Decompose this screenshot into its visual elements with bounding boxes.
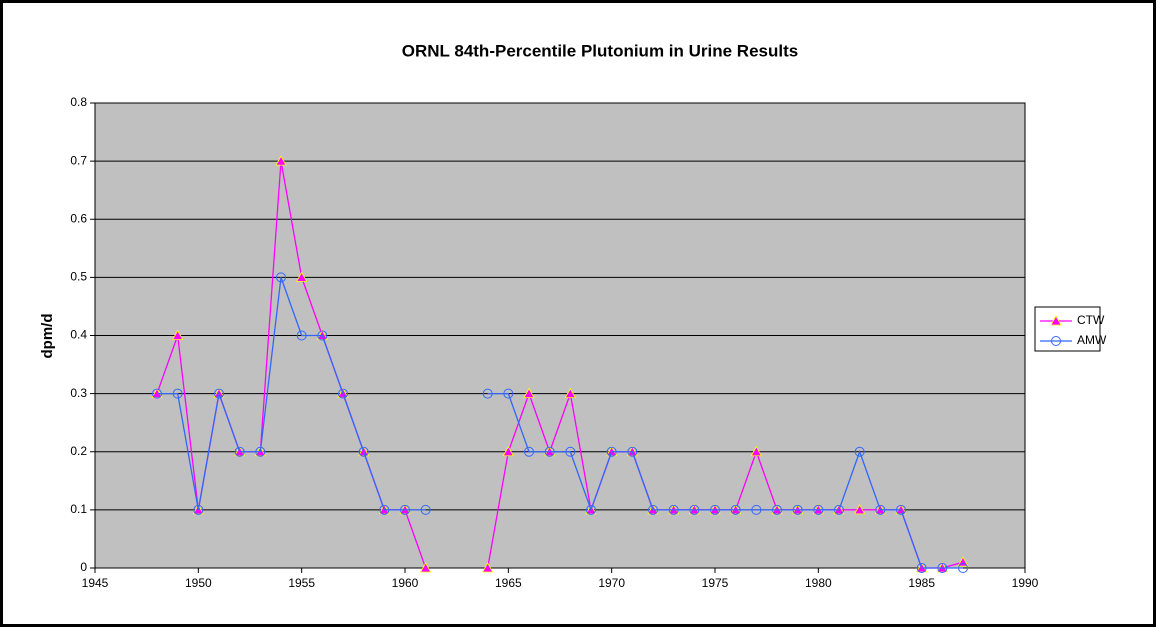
chart-title: ORNL 84th-Percentile Plutonium in Urine …	[402, 41, 798, 60]
point	[648, 504, 658, 515]
y-tick-label: 0.1	[70, 502, 87, 516]
point	[710, 504, 720, 515]
point	[565, 446, 576, 457]
point	[482, 388, 493, 399]
point	[524, 446, 534, 457]
point	[171, 329, 184, 340]
y-tick-label: 0.2	[70, 444, 87, 458]
x-tick-label: 1945	[82, 576, 109, 590]
x-tick-label: 1960	[392, 576, 419, 590]
point	[338, 388, 348, 399]
point	[358, 446, 369, 457]
point	[627, 446, 638, 457]
x-tick-label: 1975	[702, 576, 729, 590]
y-tick-label: 0.7	[70, 153, 87, 167]
x-tick-label: 1980	[805, 576, 832, 590]
x-tick-label: 1970	[598, 576, 625, 590]
point	[875, 504, 886, 515]
point	[689, 504, 700, 515]
series-line	[157, 277, 963, 569]
point	[419, 562, 432, 573]
point	[668, 504, 679, 515]
x-tick-label: 1990	[1012, 576, 1039, 590]
point	[896, 504, 906, 515]
legend-marker	[1051, 336, 1061, 346]
point	[193, 504, 204, 515]
point	[503, 388, 514, 399]
point	[234, 446, 245, 457]
point	[523, 387, 535, 399]
y-axis-label: dpm/d	[39, 314, 56, 359]
point	[834, 504, 844, 515]
y-tick-label: 0.4	[70, 328, 87, 342]
point	[400, 504, 410, 515]
x-tick-label: 1965	[495, 576, 522, 590]
point	[564, 387, 577, 399]
x-tick-label: 1985	[908, 576, 935, 590]
x-tick-label: 1950	[185, 576, 212, 590]
point	[172, 388, 183, 399]
point	[296, 330, 307, 341]
y-tick-label: 0.6	[70, 211, 87, 225]
legend-box	[1034, 306, 1101, 352]
point	[813, 504, 824, 515]
point	[481, 562, 494, 573]
point	[958, 563, 968, 573]
point	[750, 445, 763, 457]
legend-label: AMW	[1077, 333, 1107, 347]
point	[276, 272, 286, 283]
point	[255, 446, 266, 457]
point	[317, 330, 328, 341]
point	[586, 504, 596, 515]
point	[502, 445, 515, 457]
y-tick-label: 0.8	[70, 95, 87, 109]
point	[751, 504, 762, 515]
point	[379, 504, 390, 515]
plot-border	[94, 102, 1026, 569]
y-tick-label: 0.3	[70, 386, 87, 400]
point	[420, 504, 431, 515]
legend-label: CTW	[1077, 313, 1105, 327]
x-tick-label: 1955	[288, 576, 315, 590]
y-tick-label: 0	[80, 560, 87, 574]
point	[792, 504, 803, 515]
point	[730, 504, 741, 515]
point	[275, 155, 287, 166]
point	[853, 504, 866, 515]
point	[937, 563, 948, 573]
point	[606, 446, 617, 457]
legend-marker	[1050, 315, 1062, 326]
point	[854, 446, 865, 457]
point	[772, 504, 782, 515]
point	[916, 563, 927, 573]
point	[214, 388, 224, 399]
point	[152, 388, 162, 399]
point	[544, 446, 555, 457]
point	[295, 271, 308, 282]
y-tick-label: 0.5	[70, 270, 87, 284]
